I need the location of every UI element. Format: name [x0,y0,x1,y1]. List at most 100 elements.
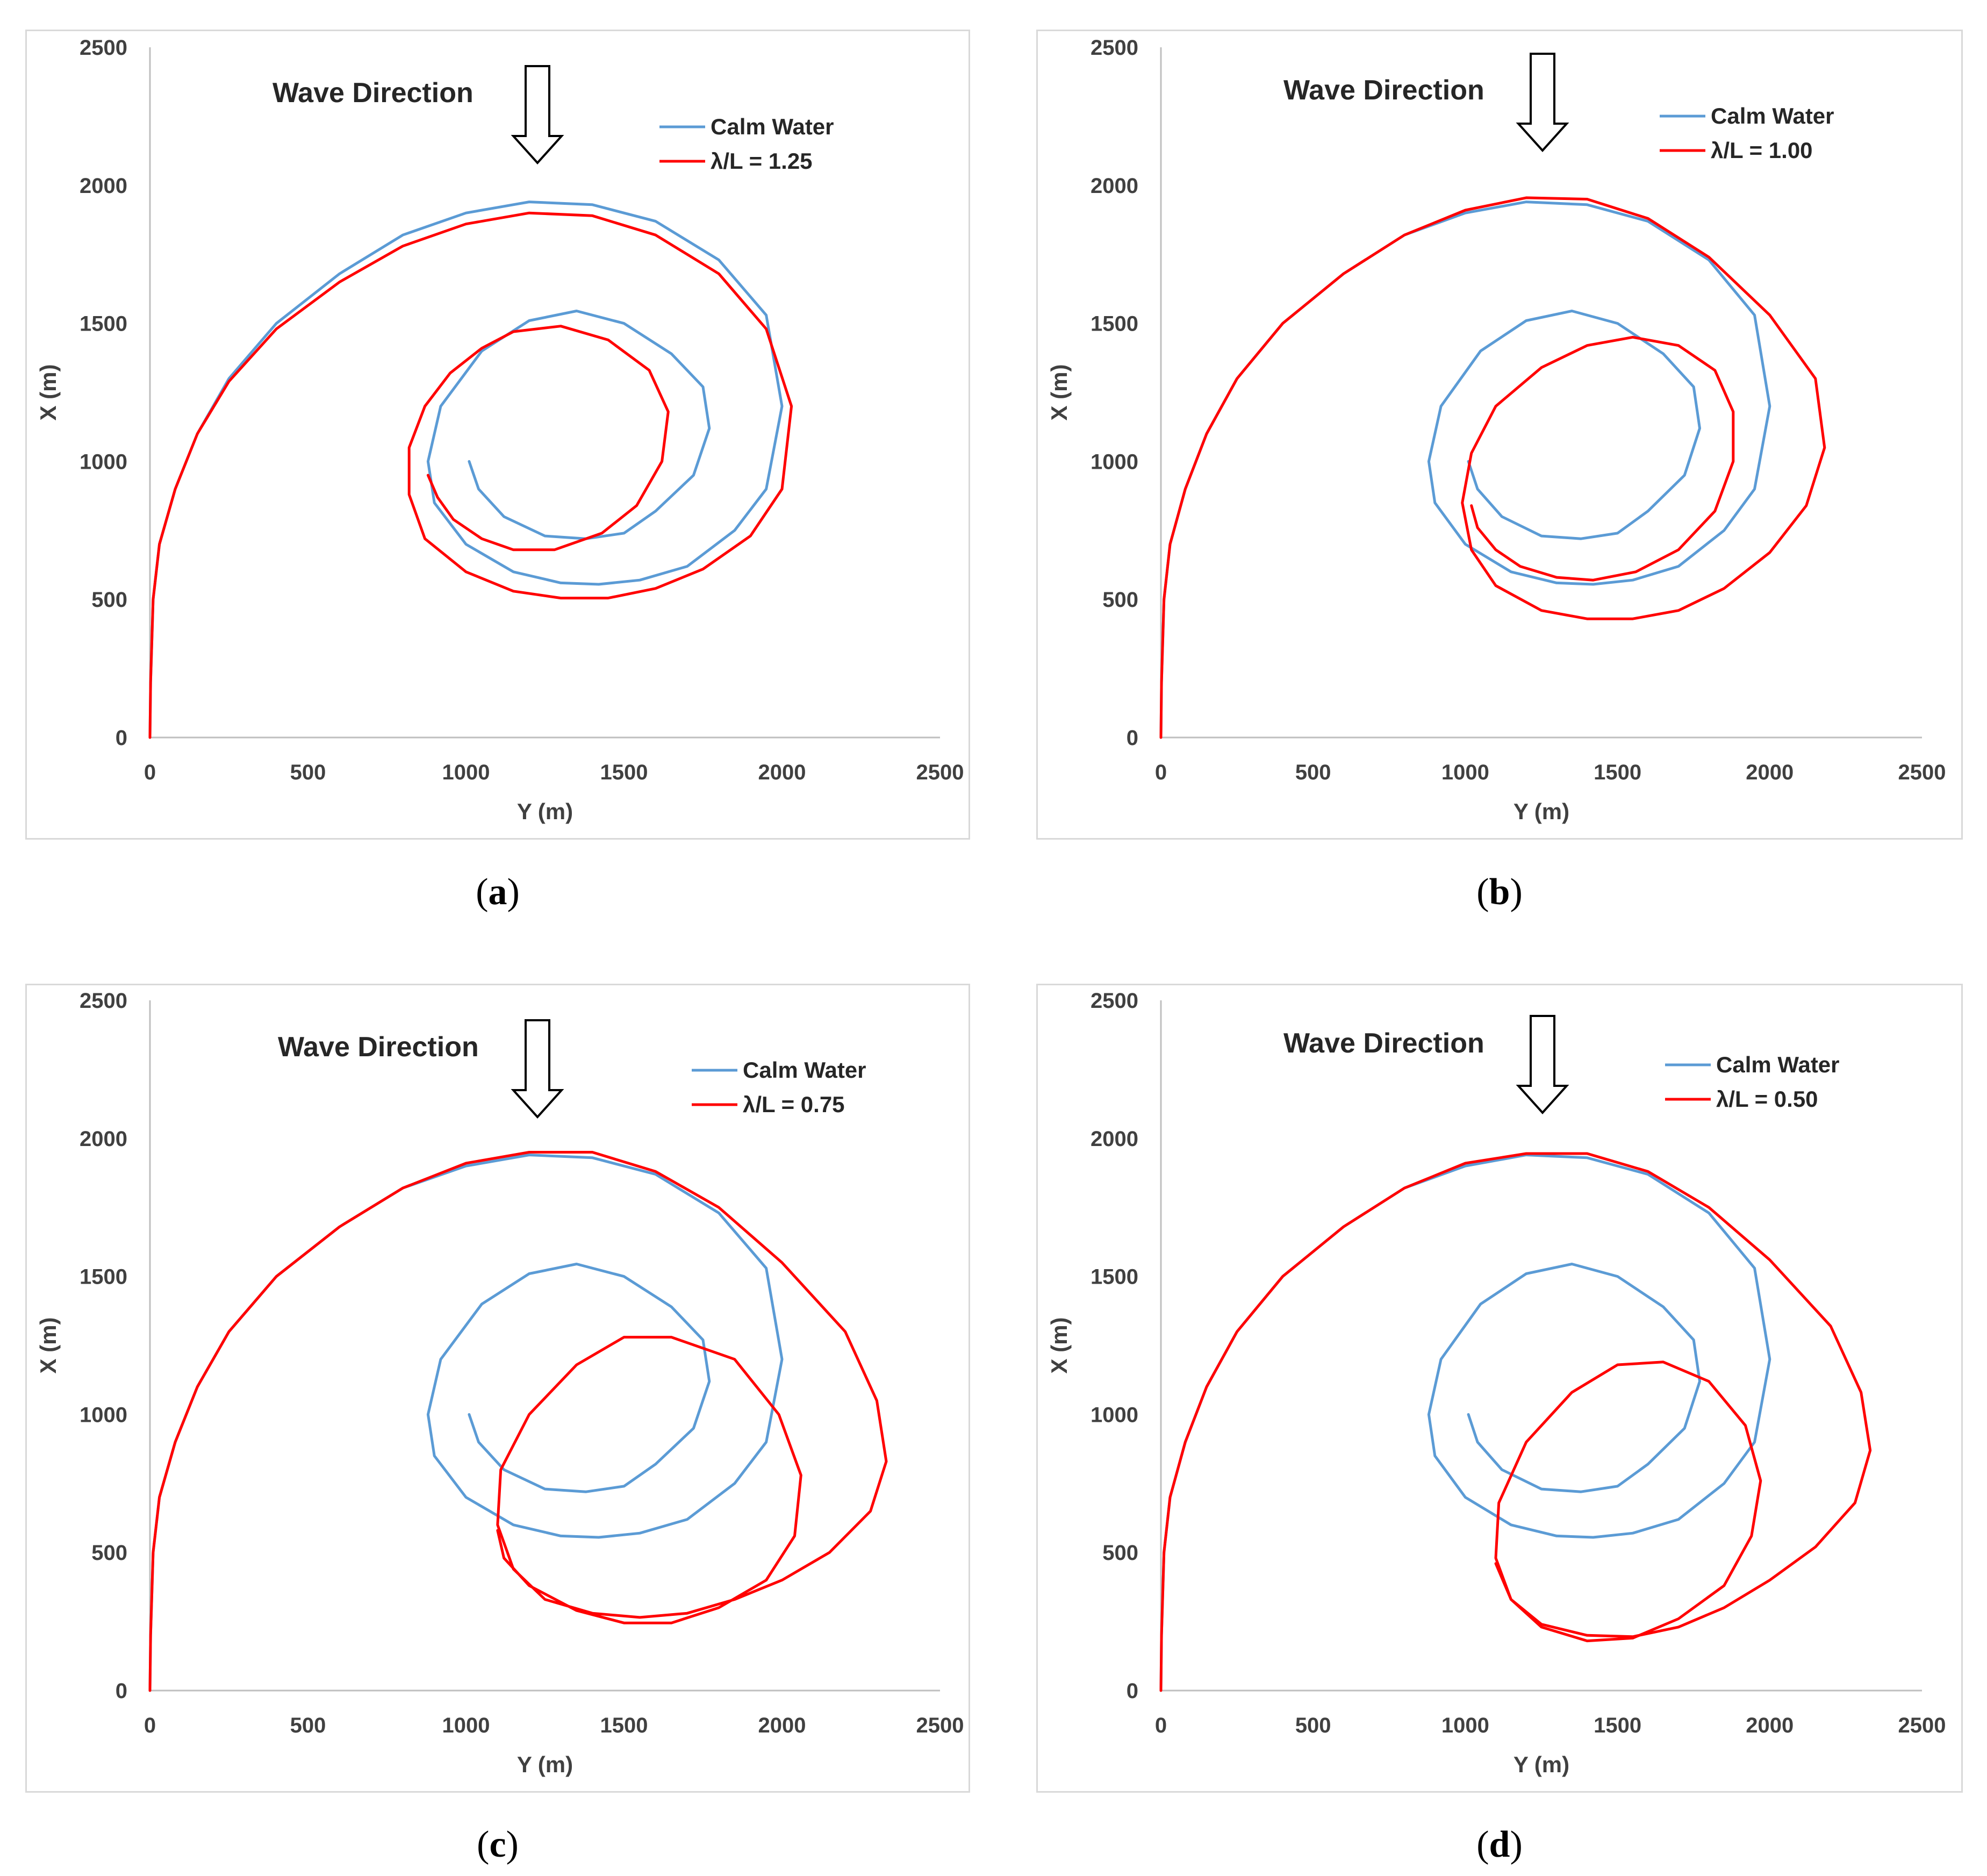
wave-direction-label: Wave Direction [1283,75,1484,106]
legend-label: Calm Water [743,1057,866,1083]
caption-a: (a) [476,871,520,913]
chart-frame [25,984,970,1793]
series-line-calm-water [1159,201,1771,739]
series-line-calm-water [148,1154,784,1692]
x-tick-label: 0 [1155,1714,1167,1737]
x-axis-label: Y (m) [517,799,573,824]
chart-svg: 0 500 1000 1500 2000 2500 0 500 1000 1500 2000 2500… [1046,989,1946,1777]
chart-frame [25,30,970,840]
chart-panel-d: 0 500 1000 1500 2000 2500 0 500 1000 1500 2000 2500… [1036,984,1963,1793]
y-tick-label: 2500 [80,989,127,1013]
y-tick-label: 1500 [1091,312,1138,336]
x-tick-label: 500 [1295,1714,1331,1737]
x-axis-label: Y (m) [1513,799,1569,824]
legend-label: λ/L = 0.75 [743,1092,845,1117]
chart-panel-c: 0 500 1000 1500 2000 2500 0 500 1000 1500 2000 2500… [25,984,970,1793]
y-axis-label: X (m) [35,1318,61,1374]
caption-label: b [1489,871,1510,913]
series-line-wave [148,211,793,739]
chart-svg: 0 500 1000 1500 2000 2500 0 500 1000 1500 2000 2500… [35,989,964,1777]
x-tick-label: 2000 [758,761,806,784]
y-tick-label: 0 [1127,1679,1138,1703]
wave-direction-label: Wave Direction [278,1032,479,1063]
y-tick-label: 500 [91,588,127,612]
y-tick-label: 2000 [80,1127,127,1151]
x-tick-label: 1500 [1594,761,1641,784]
y-tick-label: 0 [116,726,127,750]
caption-label: c [489,1824,506,1865]
y-tick-label: 1000 [1091,1403,1138,1427]
x-tick-label: 500 [1295,761,1331,784]
legend-label: Calm Water [711,114,834,139]
x-tick-label: 500 [290,761,326,784]
chart-svg: 0 500 1000 1500 2000 2500 0 500 1000 1500 2000 2500… [35,36,964,824]
caption-label: d [1489,1824,1510,1865]
x-tick-label: 1500 [1594,1714,1641,1737]
chart-svg: 0 500 1000 1500 2000 2500 0 500 1000 1500 2000 2500… [1046,36,1946,824]
chart-frame [1036,30,1963,840]
x-tick-label: 1000 [1441,761,1489,784]
x-tick-label: 1000 [442,1714,490,1737]
y-tick-label: 2000 [1091,1127,1138,1151]
y-tick-label: 2000 [1091,174,1138,198]
y-tick-label: 1000 [80,450,127,474]
y-tick-label: 1500 [80,1265,127,1289]
x-tick-label: 500 [290,1714,326,1737]
y-tick-label: 1000 [80,1403,127,1427]
y-tick-label: 2000 [80,174,127,198]
chart-panel-b: 0 500 1000 1500 2000 2500 0 500 1000 1500 2000 2500… [1036,30,1963,840]
legend-label: λ/L = 1.25 [711,148,813,174]
x-tick-label: 1500 [600,761,648,784]
x-tick-label: 2500 [1898,761,1946,784]
y-tick-label: 0 [1127,726,1138,750]
series-line-calm-water [148,201,784,739]
x-tick-label: 1000 [1441,1714,1489,1737]
wave-direction-arrow-icon [1516,53,1569,152]
x-tick-label: 0 [1155,761,1167,784]
wave-direction-arrow-icon [511,1019,564,1119]
chart-frame [1036,984,1963,1793]
series-line-wave [148,1151,888,1692]
caption-b: (b) [1476,871,1523,913]
x-tick-label: 2000 [1746,1714,1794,1737]
series-line-wave [1159,196,1826,739]
y-tick-label: 2500 [80,36,127,60]
caption-d: (d) [1476,1824,1523,1865]
y-tick-label: 500 [91,1541,127,1565]
chart-panel-a: 0 500 1000 1500 2000 2500 0 500 1000 1500 2000 2500… [25,30,970,840]
wave-direction-label: Wave Direction [272,77,474,109]
series-line-calm-water [1159,1154,1771,1692]
legend-label: λ/L = 0.50 [1716,1086,1818,1112]
x-axis-label: Y (m) [1513,1752,1569,1777]
x-tick-label: 0 [144,761,156,784]
legend-label: Calm Water [1711,103,1834,128]
series-line-wave [1159,1152,1872,1692]
x-axis-label: Y (m) [517,1752,573,1777]
y-tick-label: 0 [116,1679,127,1703]
x-tick-label: 0 [144,1714,156,1737]
x-tick-label: 1000 [442,761,490,784]
y-axis-label: X (m) [35,364,61,421]
y-tick-label: 1500 [80,312,127,336]
x-tick-label: 2500 [916,761,964,784]
y-axis-label: X (m) [1046,364,1072,421]
wave-direction-arrow-icon [511,65,564,164]
y-tick-label: 500 [1102,1541,1138,1565]
wave-direction-arrow-icon [1516,1015,1569,1114]
y-tick-label: 2500 [1091,989,1138,1013]
x-tick-label: 2000 [758,1714,806,1737]
wave-direction-label: Wave Direction [1283,1028,1484,1059]
y-axis-label: X (m) [1046,1318,1072,1374]
caption-c: (c) [477,1824,519,1865]
y-tick-label: 1500 [1091,1265,1138,1289]
x-tick-label: 1500 [600,1714,648,1737]
x-tick-label: 2500 [1898,1714,1946,1737]
legend-label: λ/L = 1.00 [1711,138,1813,163]
legend-label: Calm Water [1716,1052,1840,1077]
y-tick-label: 2500 [1091,36,1138,60]
x-tick-label: 2500 [916,1714,964,1737]
caption-label: a [488,871,507,913]
y-tick-label: 1000 [1091,450,1138,474]
x-tick-label: 2000 [1746,761,1794,784]
y-tick-label: 500 [1102,588,1138,612]
